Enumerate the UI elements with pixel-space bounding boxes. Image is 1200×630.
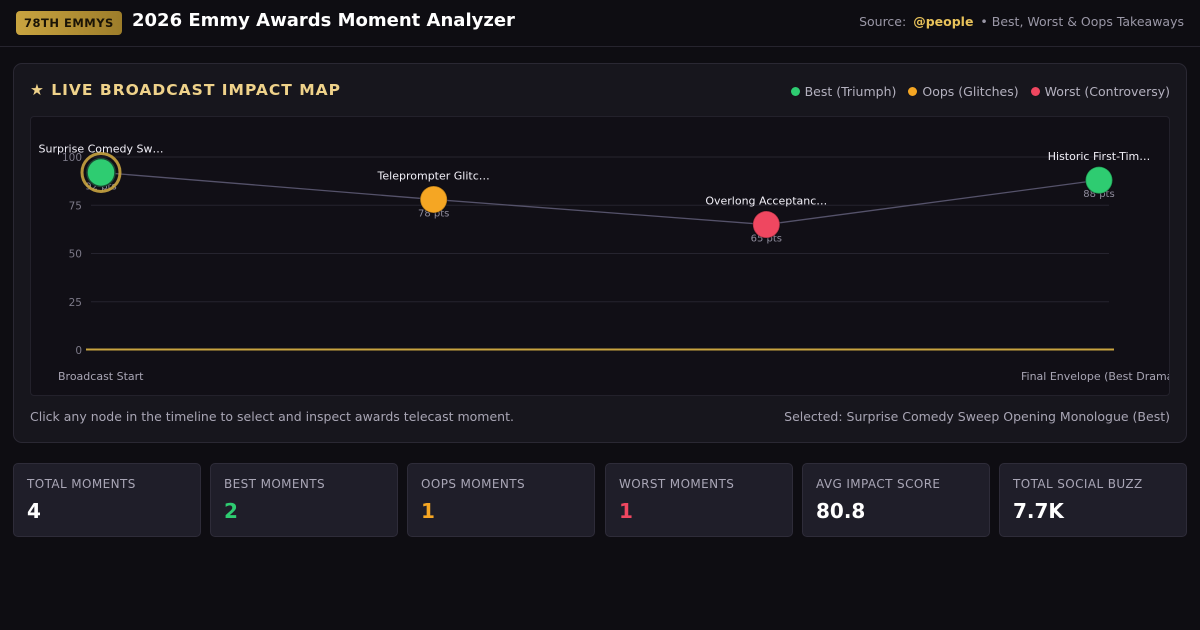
legend-label-oops: Oops (Glitches): [922, 84, 1019, 99]
legend-item-best: Best (Triumph): [790, 84, 897, 99]
node-title-label: Teleprompter Glitc…: [377, 169, 490, 182]
legend-label-worst: Worst (Controversy): [1044, 84, 1170, 99]
selected-node-ring: [80, 151, 122, 193]
stat-label: AVG IMPACT SCORE: [816, 477, 941, 491]
node-value-label: 78 pts: [418, 208, 449, 219]
app-header: 78TH EMMYS 2026 Emmy Awards Moment Analy…: [0, 0, 1200, 47]
stats-row: TOTAL MOMENTS 4 BEST MOMENTS 2 OOPS MOME…: [13, 463, 1187, 537]
y-tick-label: 25: [69, 297, 82, 309]
stat-label: BEST MOMENTS: [224, 477, 326, 491]
stat-card-worst-moments: WORST MOMENTS 1: [605, 463, 793, 537]
selected-moment: Selected: Surprise Comedy Sweep Opening …: [784, 409, 1170, 424]
stat-label: WORST MOMENTS: [619, 477, 735, 491]
stat-value: 4: [27, 499, 41, 523]
stat-value: 80.8: [816, 499, 866, 523]
stat-value: 7.7K: [1013, 499, 1064, 523]
emmys-badge: 78TH EMMYS: [16, 11, 122, 35]
y-tick-label: 75: [69, 200, 82, 212]
stat-value: 2: [224, 499, 238, 523]
panel-title: ★ LIVE BROADCAST IMPACT MAP: [30, 81, 342, 99]
stat-card-total-social-buzz: TOTAL SOCIAL BUZZ 7.7K: [999, 463, 1187, 537]
legend-dot-oops: [908, 87, 918, 96]
y-tick-label: 0: [75, 345, 82, 357]
x-axis-start-label: Broadcast Start: [58, 370, 144, 383]
source-label: Source:: [859, 14, 907, 29]
stat-label: OOPS MOMENTS: [421, 477, 526, 491]
source-suffix: • Best, Worst & Oops Takeaways: [980, 14, 1184, 29]
chart-hint: Click any node in the timeline to select…: [30, 409, 514, 424]
moment-node-best[interactable]: [1084, 165, 1114, 195]
legend-item-oops: Oops (Glitches): [908, 84, 1019, 99]
node-value-label: 88 pts: [1083, 189, 1114, 200]
timeline-chart: 0 25 50 75 100 Broadcast Start Final Envelope …: [30, 116, 1170, 396]
legend-item-worst: Worst (Controversy): [1030, 84, 1170, 99]
y-tick-label: 100: [62, 152, 82, 164]
legend-label-best: Best (Triumph): [804, 84, 897, 99]
impact-map-panel: ★ LIVE BROADCAST IMPACT MAP Best (Triump…: [13, 63, 1187, 443]
stat-card-avg-impact-score: AVG IMPACT SCORE 80.8: [802, 463, 990, 537]
source-handle-link[interactable]: @people: [913, 14, 974, 29]
stat-value: 1: [421, 499, 435, 523]
node-value-label: 65 pts: [751, 234, 782, 245]
node-title-label: Historic First-Tim…: [1048, 150, 1151, 163]
app-title: 2026 Emmy Awards Moment Analyzer: [132, 10, 515, 31]
stat-label: TOTAL MOMENTS: [27, 477, 136, 491]
x-axis-end-label: Final Envelope (Best Drama): [1021, 370, 1170, 383]
legend-dot-worst: [1030, 87, 1040, 96]
moment-node-best[interactable]: [86, 157, 116, 188]
moment-node-worst[interactable]: [752, 210, 781, 239]
y-tick-label: 50: [69, 249, 82, 261]
moment-node-oops[interactable]: [419, 185, 448, 214]
stat-label: TOTAL SOCIAL BUZZ: [1013, 477, 1143, 491]
node-title-label: Overlong Acceptanc…: [705, 195, 827, 208]
timeline-chart-svg: 0 25 50 75 100 Broadcast Start Final Envelope …: [39, 142, 1170, 383]
node-title-label: Surprise Comedy Sw…: [39, 142, 164, 155]
source-line: Source: @people • Best, Worst & Oops Tak…: [859, 14, 1184, 29]
impact-trend-line: [100, 171, 1100, 226]
stat-card-oops-moments: OOPS MOMENTS 1: [407, 463, 595, 537]
legend-dot-best: [790, 87, 800, 96]
chart-legend: Best (Triumph) Oops (Glitches) Worst (Co…: [790, 84, 1170, 99]
stat-value: 1: [619, 499, 633, 523]
stat-card-best-moments: BEST MOMENTS 2: [210, 463, 398, 537]
stat-card-total-moments: TOTAL MOMENTS 4: [13, 463, 201, 537]
